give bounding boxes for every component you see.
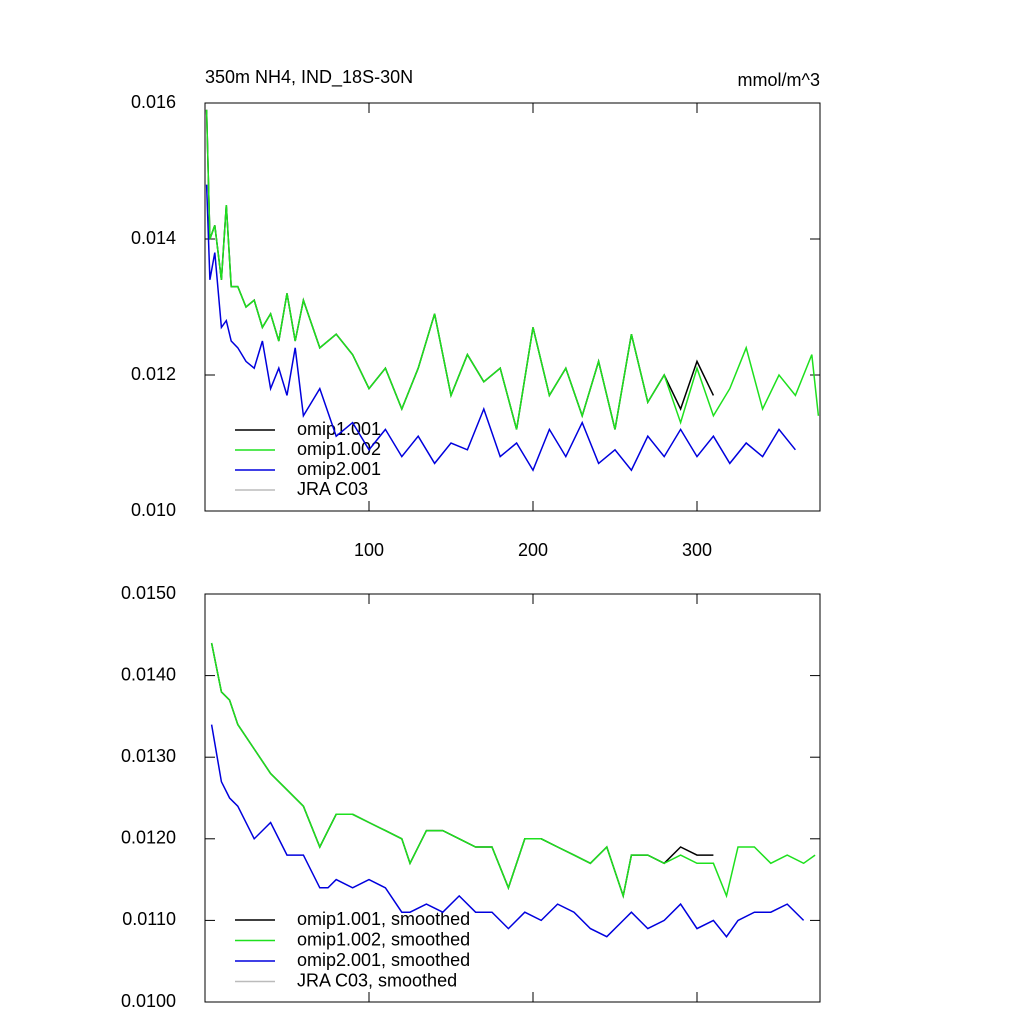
x-tick-label: 100 [354, 540, 384, 560]
series-line [210, 642, 714, 899]
y-tick-label: 0.0100 [121, 991, 176, 1011]
y-tick-label: 0.0120 [121, 828, 176, 848]
legend-label: JRA C03, smoothed [297, 970, 457, 990]
legend-label: omip2.001, smoothed [297, 950, 470, 970]
series-line [205, 184, 796, 472]
y-tick-label: 0.010 [131, 500, 176, 520]
y-tick-label: 0.0130 [121, 746, 176, 766]
legend-label: JRA C03 [297, 479, 368, 499]
y-tick-label: 0.0110 [122, 909, 176, 929]
x-tick-label: 300 [682, 540, 712, 560]
plot-frame [204, 102, 821, 512]
legend-label: omip1.001 [297, 419, 381, 439]
y-tick-label: 0.012 [131, 364, 176, 384]
units-label: mmol/m^3 [738, 70, 820, 90]
legend-label: omip2.001 [297, 459, 381, 479]
series-line [210, 724, 805, 938]
series-line [210, 642, 816, 899]
y-tick-label: 0.0140 [121, 664, 176, 684]
legend-label: omip1.002 [297, 439, 381, 459]
y-tick-label: 0.016 [131, 92, 176, 112]
y-tick-label: 0.0150 [121, 583, 176, 603]
legend-label: omip1.002, smoothed [297, 929, 470, 949]
chart-title: 350m NH4, IND_18S-30N [205, 67, 413, 88]
series-line [205, 109, 820, 430]
y-tick-label: 0.014 [131, 228, 176, 248]
legend-label: omip1.001, smoothed [297, 909, 470, 929]
plot-frame [204, 593, 821, 1003]
x-tick-label: 200 [518, 540, 548, 560]
